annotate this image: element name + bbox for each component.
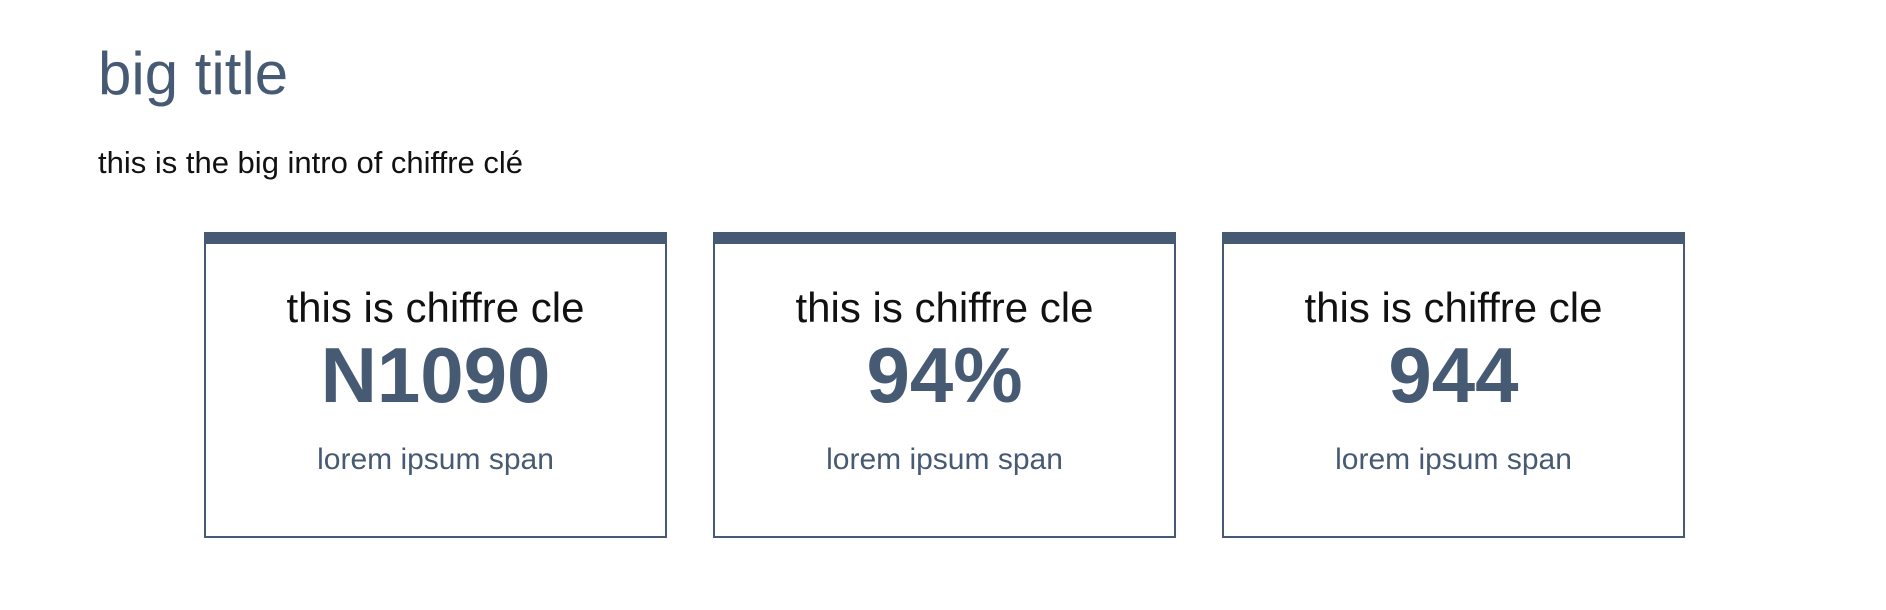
key-figure-value: N1090 (320, 331, 551, 419)
key-figure-card: this is chiffre cle N1090 lorem ipsum sp… (204, 232, 667, 538)
key-figure-card: this is chiffre cle 944 lorem ipsum span (1222, 232, 1685, 538)
page-title: big title (98, 40, 289, 107)
key-figure-caption: lorem ipsum span (1335, 443, 1572, 476)
key-figure-value: 944 (1388, 331, 1519, 419)
key-figure-value: 94% (866, 331, 1023, 419)
key-figure-label: this is chiffre cle (1304, 284, 1603, 331)
key-figures-row: this is chiffre cle N1090 lorem ipsum sp… (204, 232, 1686, 538)
key-figure-caption: lorem ipsum span (826, 443, 1063, 476)
intro-text: this is the big intro of chiffre clé (98, 145, 524, 180)
key-figure-caption: lorem ipsum span (317, 443, 554, 476)
key-figure-label: this is chiffre cle (795, 284, 1094, 331)
key-figure-label: this is chiffre cle (286, 284, 585, 331)
key-figure-card: this is chiffre cle 94% lorem ipsum span (713, 232, 1176, 538)
